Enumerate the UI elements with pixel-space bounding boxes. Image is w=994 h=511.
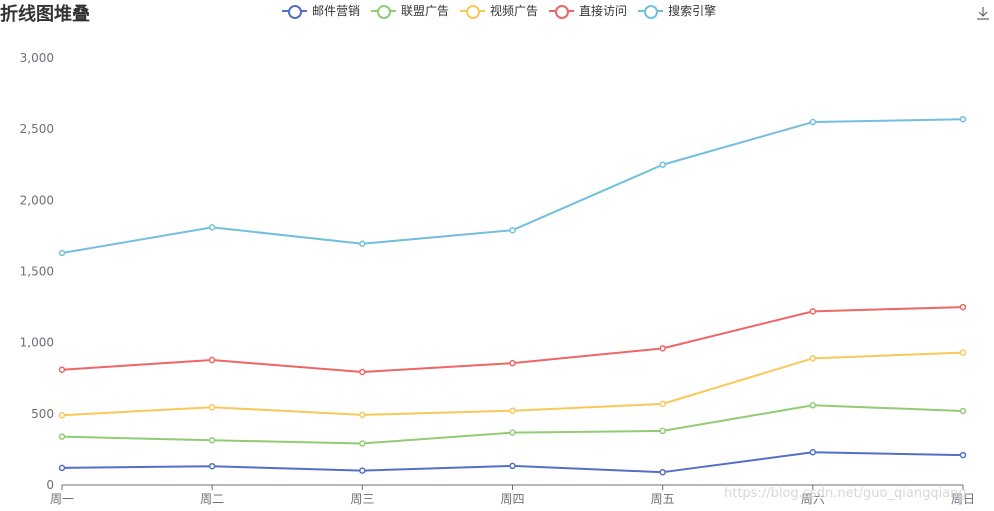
legend-swatch (460, 4, 486, 19)
y-tick-label: 2,000 (20, 193, 54, 207)
x-tick-label: 周四 (500, 492, 524, 506)
data-point-series-2 (208, 437, 216, 444)
series-line-1 (61, 451, 964, 474)
data-point-series-3 (809, 355, 817, 362)
y-tick-label: 1,500 (20, 265, 54, 279)
data-point-series-4 (959, 303, 967, 311)
y-tick-label: 3,000 (20, 51, 54, 65)
y-tick-label: 1,000 (20, 336, 54, 350)
legend-item-1[interactable]: 邮件营销 (282, 2, 360, 19)
data-point-series-3 (959, 349, 967, 356)
data-point-series-1 (809, 449, 817, 456)
data-point-series-4 (359, 368, 366, 376)
data-point-series-2 (809, 402, 817, 409)
data-point-series-5 (509, 226, 516, 234)
data-point-series-1 (659, 468, 666, 476)
data-point-series-5 (208, 224, 216, 231)
data-point-series-5 (659, 161, 666, 168)
data-point-series-1 (359, 467, 366, 474)
legend-item-5[interactable]: 搜索引擎 (638, 2, 716, 19)
legend-swatch (549, 4, 575, 19)
legend-label: 联盟广告 (401, 4, 450, 18)
data-point-series-1 (58, 464, 66, 472)
x-tick-label: 周六 (801, 492, 825, 506)
data-point-series-5 (809, 118, 817, 126)
data-point-series-2 (509, 429, 516, 436)
data-point-series-1 (208, 462, 216, 470)
legend-swatch (371, 4, 397, 19)
data-point-series-5 (359, 240, 366, 247)
x-tick-label: 周一 (50, 492, 74, 506)
x-tick-label: 周五 (651, 492, 675, 506)
legend-item-3[interactable]: 视频广告 (460, 2, 538, 19)
data-point-series-2 (58, 433, 66, 440)
data-point-series-1 (959, 451, 967, 459)
data-point-series-2 (659, 427, 666, 435)
legend-swatch (282, 4, 307, 19)
legend-label: 视频广告 (490, 4, 539, 18)
y-tick-label: 2,500 (20, 122, 54, 136)
download-icon[interactable] (976, 6, 990, 20)
data-point-series-3 (58, 412, 66, 419)
legend: 邮件营销 联盟广告 视频广告 直接访问 搜索引擎 (282, 2, 727, 19)
data-point-series-4 (509, 359, 516, 367)
legend-swatch (638, 4, 664, 19)
data-point-series-3 (659, 400, 666, 408)
data-point-series-5 (959, 115, 967, 123)
x-tick-label: 周日 (951, 492, 975, 506)
y-tick-label: 0 (46, 478, 54, 492)
data-point-series-3 (208, 404, 216, 411)
x-tick-label: 周二 (200, 492, 224, 506)
x-tick-label: 周三 (350, 492, 374, 506)
watermark: https://blog.csdn.net/guo_qiangqiang (724, 486, 967, 501)
legend-label: 邮件营销 (312, 4, 361, 18)
legend-label: 直接访问 (579, 4, 628, 18)
chart-title: 折线图堆叠 (0, 4, 90, 25)
legend-item-4[interactable]: 直接访问 (549, 2, 627, 19)
data-point-series-4 (809, 308, 817, 315)
data-point-series-3 (359, 411, 366, 419)
data-point-series-4 (208, 356, 216, 364)
data-point-series-1 (509, 462, 516, 470)
y-tick-label: 500 (31, 407, 54, 421)
data-point-series-3 (509, 407, 516, 414)
data-point-series-2 (359, 440, 366, 447)
legend-label: 搜索引擎 (668, 4, 717, 18)
data-point-series-5 (58, 249, 66, 257)
legend-item-2[interactable]: 联盟广告 (371, 2, 449, 19)
data-point-series-4 (58, 366, 66, 373)
data-point-series-2 (959, 407, 967, 415)
data-point-series-4 (659, 345, 666, 352)
